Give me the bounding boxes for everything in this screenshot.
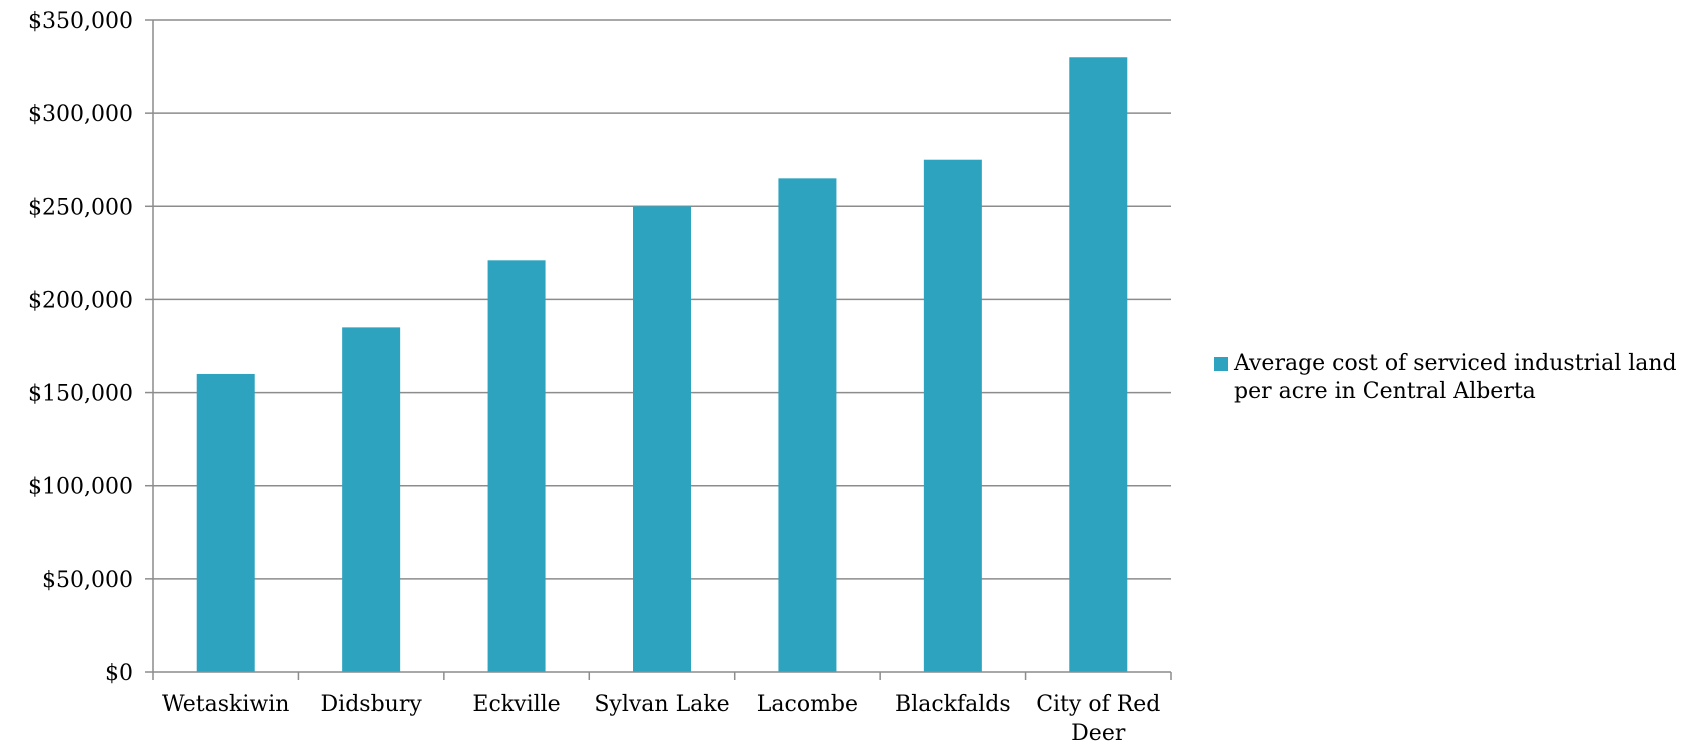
x-tick-label: Didsbury (321, 692, 423, 717)
y-tick-label: $350,000 (28, 9, 133, 34)
x-tick-labels: Wetaskiwin Didsbury Eckville Sylvan Lake Lac… (162, 692, 1160, 744)
legend: Average cost of serviced industrial land… (1214, 350, 1704, 406)
bar (923, 159, 982, 672)
y-tick-labels: $0 $50,000 $100,000 $150,000 $200,000 $250,00… (28, 9, 133, 686)
bar (487, 260, 546, 672)
y-tick-label: $150,000 (28, 382, 133, 407)
x-tick-label: Lacombe (757, 692, 858, 717)
axes (145, 19, 1172, 680)
y-tick-label: $100,000 (28, 475, 133, 500)
x-tick-label: City of Red Deer (1036, 692, 1160, 744)
bar (778, 178, 837, 673)
bar (1069, 57, 1128, 672)
legend-label: Average cost of serviced industrial land… (1234, 351, 1677, 404)
x-tick-label: Eckville (472, 692, 560, 717)
x-tick-label: Blackfalds (895, 692, 1011, 717)
y-tick-label: $200,000 (28, 288, 133, 313)
bar (196, 373, 255, 672)
bars (196, 57, 1128, 673)
y-tick-label: $0 (105, 661, 133, 686)
y-tick-label: $250,000 (28, 195, 133, 220)
y-tick-label: $300,000 (28, 102, 133, 127)
x-tick-label: Sylvan Lake (594, 692, 729, 717)
y-tick-label: $50,000 (42, 568, 133, 593)
bar (633, 206, 691, 673)
legend-swatch (1214, 357, 1228, 371)
x-tick-label: Wetaskiwin (162, 692, 290, 717)
bar (342, 327, 401, 672)
